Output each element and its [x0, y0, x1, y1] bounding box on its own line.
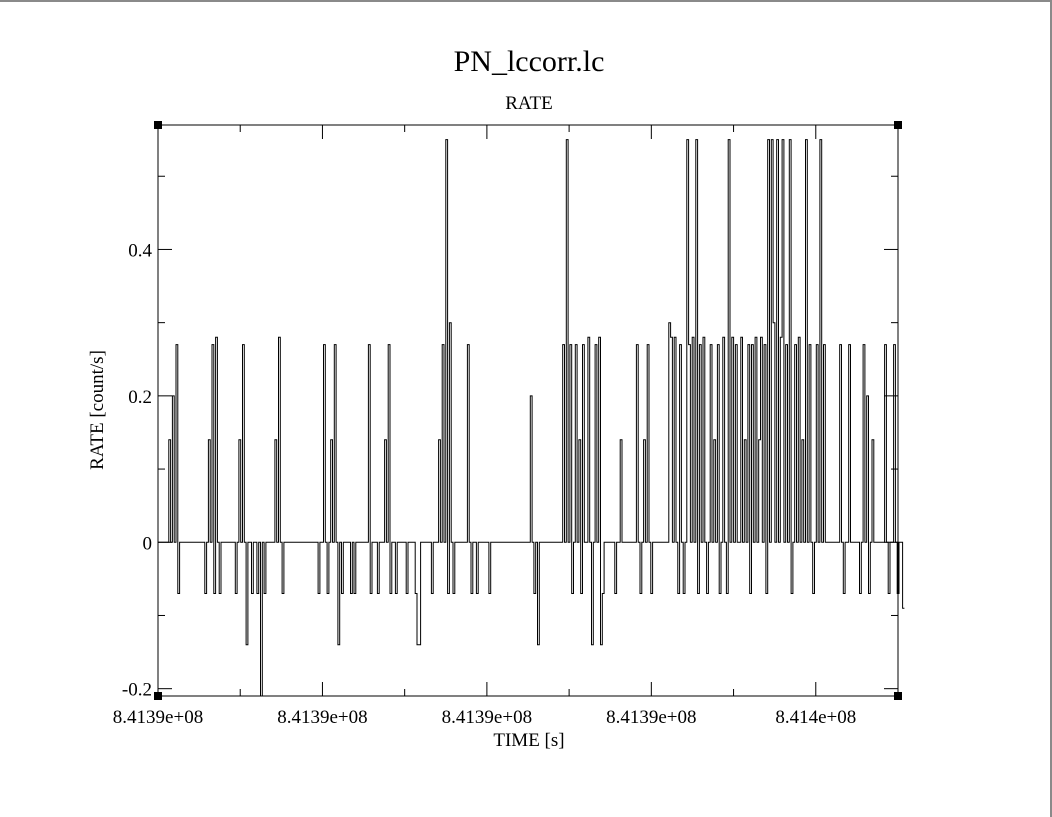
y-tick-label: 0.2	[128, 387, 152, 408]
chart-subtitle: RATE	[505, 93, 553, 114]
rate-series-line	[158, 139, 905, 697]
y-tick-label: -0.2	[122, 680, 152, 701]
x-tick-label: 8.414e+08	[775, 707, 856, 728]
x-tick-label: 8.4139e+08	[606, 707, 696, 728]
x-tick-label: 8.4139e+08	[442, 707, 532, 728]
y-tick-label: 0.4	[128, 240, 152, 261]
plot-frame	[157, 124, 899, 697]
frame-corner-bottom-right	[894, 692, 902, 700]
y-tick-label: 0	[143, 533, 153, 554]
window-top-border	[0, 0, 1052, 2]
x-tick-label: 8.4139e+08	[113, 707, 203, 728]
x-axis-label: TIME [s]	[493, 730, 564, 751]
y-axis-label: RATE [count/s]	[87, 350, 108, 470]
x-tick-label: 8.4139e+08	[277, 707, 367, 728]
frame-corner-top-right	[894, 121, 902, 129]
window-right-border	[1050, 0, 1052, 817]
axis-tick-labels: 8.4139e+08 8.4139e+08 8.4139e+08 8.4139e+08…	[113, 240, 856, 728]
chart-title: PN_lccorr.lc	[454, 45, 605, 78]
